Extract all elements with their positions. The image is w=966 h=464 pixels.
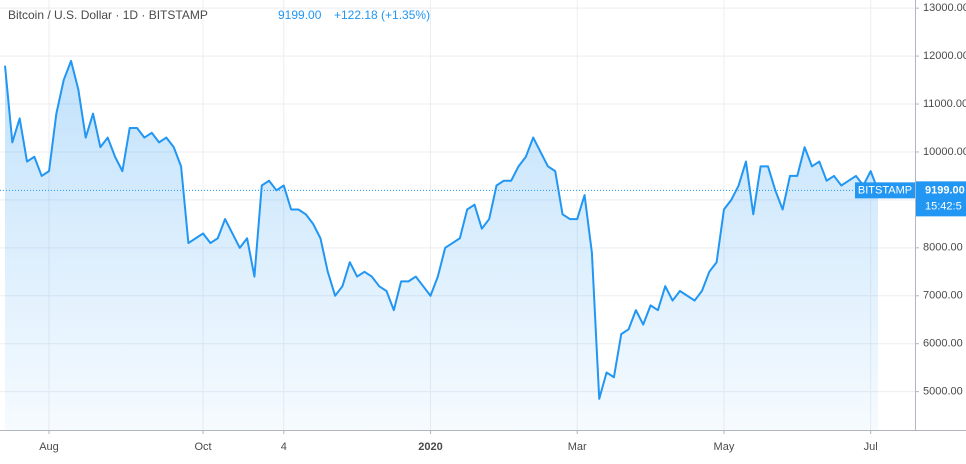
price-line [4, 59, 879, 400]
plot [0, 59, 915, 430]
y-tick-label: 13000.00 [923, 2, 966, 14]
countdown: 15:42:5 [925, 200, 962, 212]
x-tick-label: Aug [39, 441, 59, 453]
axes: 5000.006000.007000.008000.009000.0010000… [39, 2, 966, 453]
price-tag-bg [916, 181, 966, 217]
x-tick-label: May [714, 441, 735, 453]
y-tick-label: 5000.00 [923, 386, 963, 398]
y-tick-label: 6000.00 [923, 338, 963, 350]
x-tick-label: Jul [864, 441, 878, 453]
x-tick-label: 4 [281, 441, 287, 453]
y-tick-label: 10000.00 [923, 146, 966, 158]
exchange-tag: BITSTAMP [858, 184, 912, 196]
legend-header: Bitcoin / U.S. Dollar · 1D · BITSTAMP 91… [8, 8, 430, 22]
price-tags: BITSTAMP 9199.00 15:42:5 [855, 181, 966, 217]
price-change: +122.18 (+1.35%) [334, 8, 430, 22]
exchange-tag-bg [855, 182, 915, 199]
y-tick-label: 11000.00 [923, 98, 966, 110]
x-tick-label: 2020 [418, 441, 442, 453]
symbol-title: Bitcoin / U.S. Dollar · 1D · BITSTAMP [8, 8, 208, 22]
x-tick-label: Oct [195, 441, 212, 453]
y-tick-label: 7000.00 [923, 290, 963, 302]
price-tag: 9199.00 [925, 184, 965, 196]
x-tick-label: Mar [568, 441, 587, 453]
y-tick-label: 12000.00 [923, 50, 966, 62]
area-fill [5, 60, 878, 430]
last-price: 9199.00 [278, 8, 322, 22]
y-tick-label: 8000.00 [923, 242, 963, 254]
